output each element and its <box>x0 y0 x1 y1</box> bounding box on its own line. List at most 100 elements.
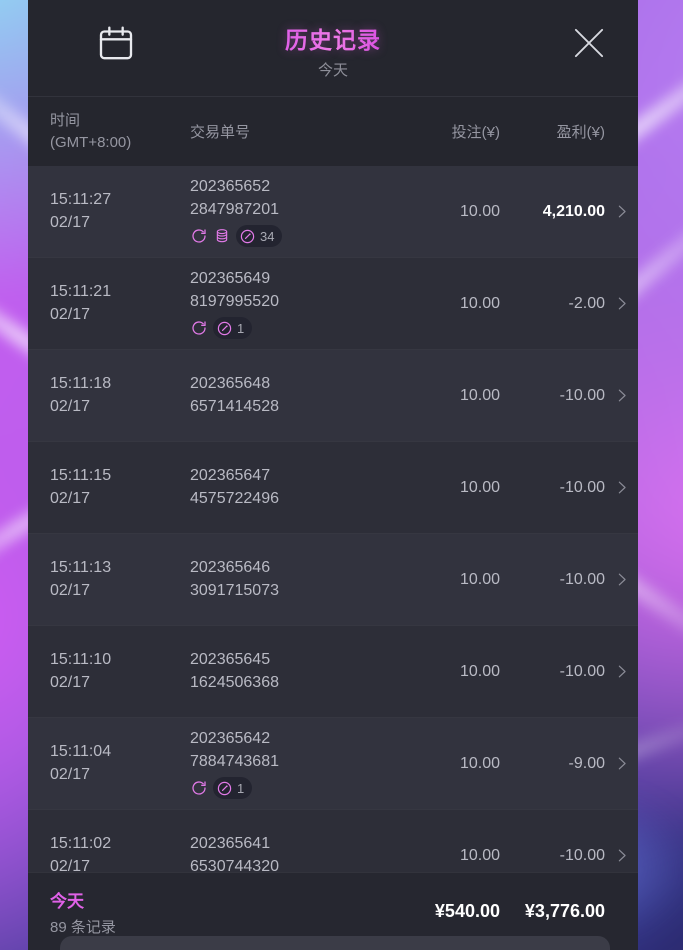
cell-bet: 10.00 <box>459 478 500 496</box>
summary-day-label: 今天 <box>50 887 380 912</box>
table-row[interactable]: 15:11:10 02/17 202365645 1624506368 10.00 -10… <box>28 626 638 718</box>
cell-order-id: 202365645 1624506368 <box>190 649 380 694</box>
speed-icon <box>239 228 256 245</box>
cell-order-id-line1: 202365648 <box>190 374 271 392</box>
cell-date-value: 02/17 <box>50 489 91 507</box>
row-badges: 34 <box>190 225 380 248</box>
row-badges: 1 <box>190 317 380 340</box>
summary-left: 今天 89 条记录 <box>28 887 380 937</box>
cell-order-id-line1: 202365652 <box>190 177 271 195</box>
chevron-right-icon[interactable] <box>605 847 638 864</box>
chevron-right-icon[interactable] <box>605 479 638 496</box>
cell-bet: 10.00 <box>459 570 500 588</box>
cell-date-value: 02/17 <box>50 305 91 323</box>
bottom-sheet-handle[interactable] <box>60 936 610 950</box>
close-icon[interactable] <box>568 22 610 64</box>
cell-order-id-line1: 202365649 <box>190 269 271 287</box>
cell-time: 15:11:04 02/17 <box>28 741 190 786</box>
chevron-right-icon[interactable] <box>605 387 638 404</box>
column-header-time: 时间 (GMT+8:00) <box>28 110 190 154</box>
table-row[interactable]: 15:11:13 02/17 202365646 3091715073 10.00 -10… <box>28 534 638 626</box>
cell-bet: 10.00 <box>459 294 500 312</box>
cell-date-value: 02/17 <box>50 213 91 231</box>
cell-time-value: 15:11:21 <box>50 282 112 300</box>
cell-bet: 10.00 <box>459 202 500 220</box>
speed-icon <box>216 320 233 337</box>
cell-profit: -10.00 <box>559 386 605 404</box>
speed-icon <box>216 780 233 797</box>
cell-order-id-line2: 1624506368 <box>190 673 279 691</box>
cell-date-value: 02/17 <box>50 397 91 415</box>
chevron-right-icon[interactable] <box>605 663 638 680</box>
cell-time: 15:11:13 02/17 <box>28 557 190 602</box>
summary-record-count: 89 条记录 <box>50 918 116 936</box>
cell-profit: -2.00 <box>568 294 605 312</box>
refresh-icon <box>190 319 208 337</box>
table-row[interactable]: 15:11:04 02/17 202365642 7884743681 1 10.00 -9… <box>28 718 638 810</box>
table-header-row: 时间 (GMT+8:00) 交易单号 投注(¥) 盈利(¥) <box>28 96 638 166</box>
cell-time-value: 15:11:18 <box>50 374 112 392</box>
panel-header: 历史记录 今天 <box>28 0 638 96</box>
cell-time: 15:11:15 02/17 <box>28 465 190 510</box>
multiplier-value: 1 <box>237 320 245 336</box>
cell-time: 15:11:27 02/17 <box>28 189 190 234</box>
coins-icon <box>213 227 231 245</box>
cell-order-id: 202365647 4575722496 <box>190 465 380 510</box>
cell-profit: -9.00 <box>568 754 605 772</box>
cell-time: 15:11:02 02/17 <box>28 833 190 872</box>
refresh-icon <box>190 779 208 797</box>
cell-profit: -10.00 <box>559 846 605 864</box>
table-row[interactable]: 15:11:21 02/17 202365649 8197995520 1 10.00 -2… <box>28 258 638 350</box>
cell-order-id-line2: 2847987201 <box>190 200 279 218</box>
cell-time-value: 15:11:27 <box>50 190 112 208</box>
multiplier-badge: 34 <box>236 225 283 248</box>
cell-order-id-line1: 202365647 <box>190 466 271 484</box>
cell-date-value: 02/17 <box>50 673 91 691</box>
cell-order-id-line2: 6571414528 <box>190 397 279 415</box>
cell-bet: 10.00 <box>459 386 500 404</box>
calendar-icon[interactable] <box>96 24 136 64</box>
multiplier-value: 1 <box>237 780 245 796</box>
header-titles: 历史记录 今天 <box>28 17 638 80</box>
cell-date-value: 02/17 <box>50 581 91 599</box>
chevron-right-icon[interactable] <box>605 295 638 312</box>
cell-time-value: 15:11:04 <box>50 742 112 760</box>
cell-order-id-line1: 202365645 <box>190 650 271 668</box>
column-header-time-line2: (GMT+8:00) <box>50 133 132 151</box>
column-header-bet: 投注(¥) <box>451 124 500 141</box>
cell-time-value: 15:11:10 <box>50 650 112 668</box>
chevron-right-icon[interactable] <box>605 203 638 220</box>
cell-date-value: 02/17 <box>50 857 91 873</box>
cell-order-id: 202365652 2847987201 34 <box>190 176 380 248</box>
page-title: 历史记录 <box>285 21 381 55</box>
cell-time: 15:11:18 02/17 <box>28 373 190 418</box>
cell-bet: 10.00 <box>459 846 500 864</box>
column-header-profit: 盈利(¥) <box>556 124 605 141</box>
table-row[interactable]: 15:11:15 02/17 202365647 4575722496 10.00 -10… <box>28 442 638 534</box>
table-row[interactable]: 15:11:27 02/17 202365652 2847987201 34 10.00 4… <box>28 166 638 258</box>
row-badges: 1 <box>190 777 380 800</box>
summary-total-profit: ¥3,776.00 <box>524 901 605 921</box>
cell-order-id-line1: 202365641 <box>190 834 271 852</box>
cell-order-id: 202365641 6530744320 <box>190 833 380 872</box>
table-row[interactable]: 15:11:02 02/17 202365641 6530744320 10.00 -10… <box>28 810 638 872</box>
cell-time-value: 15:11:15 <box>50 466 112 484</box>
cell-profit: -10.00 <box>559 570 605 588</box>
cell-order-id-line2: 8197995520 <box>190 292 279 310</box>
cell-bet: 10.00 <box>459 754 500 772</box>
history-panel: 历史记录 今天 时间 (GMT+8:00) 交易单号 投注(¥) 盈利(¥) 1… <box>28 0 638 950</box>
table-row[interactable]: 15:11:18 02/17 202365648 6571414528 10.00 -10… <box>28 350 638 442</box>
chevron-right-icon[interactable] <box>605 571 638 588</box>
cell-time: 15:11:21 02/17 <box>28 281 190 326</box>
cell-time-value: 15:11:02 <box>50 834 112 852</box>
cell-order-id-line1: 202365642 <box>190 729 271 747</box>
cell-order-id: 202365648 6571414528 <box>190 373 380 418</box>
cell-bet: 10.00 <box>459 662 500 680</box>
column-header-order-id: 交易单号 <box>190 124 251 141</box>
chevron-right-icon[interactable] <box>605 755 638 772</box>
cell-time-value: 15:11:13 <box>50 558 112 576</box>
cell-order-id: 202365642 7884743681 1 <box>190 728 380 800</box>
refresh-icon <box>190 227 208 245</box>
cell-order-id-line2: 3091715073 <box>190 581 279 599</box>
transaction-list[interactable]: 15:11:27 02/17 202365652 2847987201 34 10.00 4… <box>28 166 638 872</box>
